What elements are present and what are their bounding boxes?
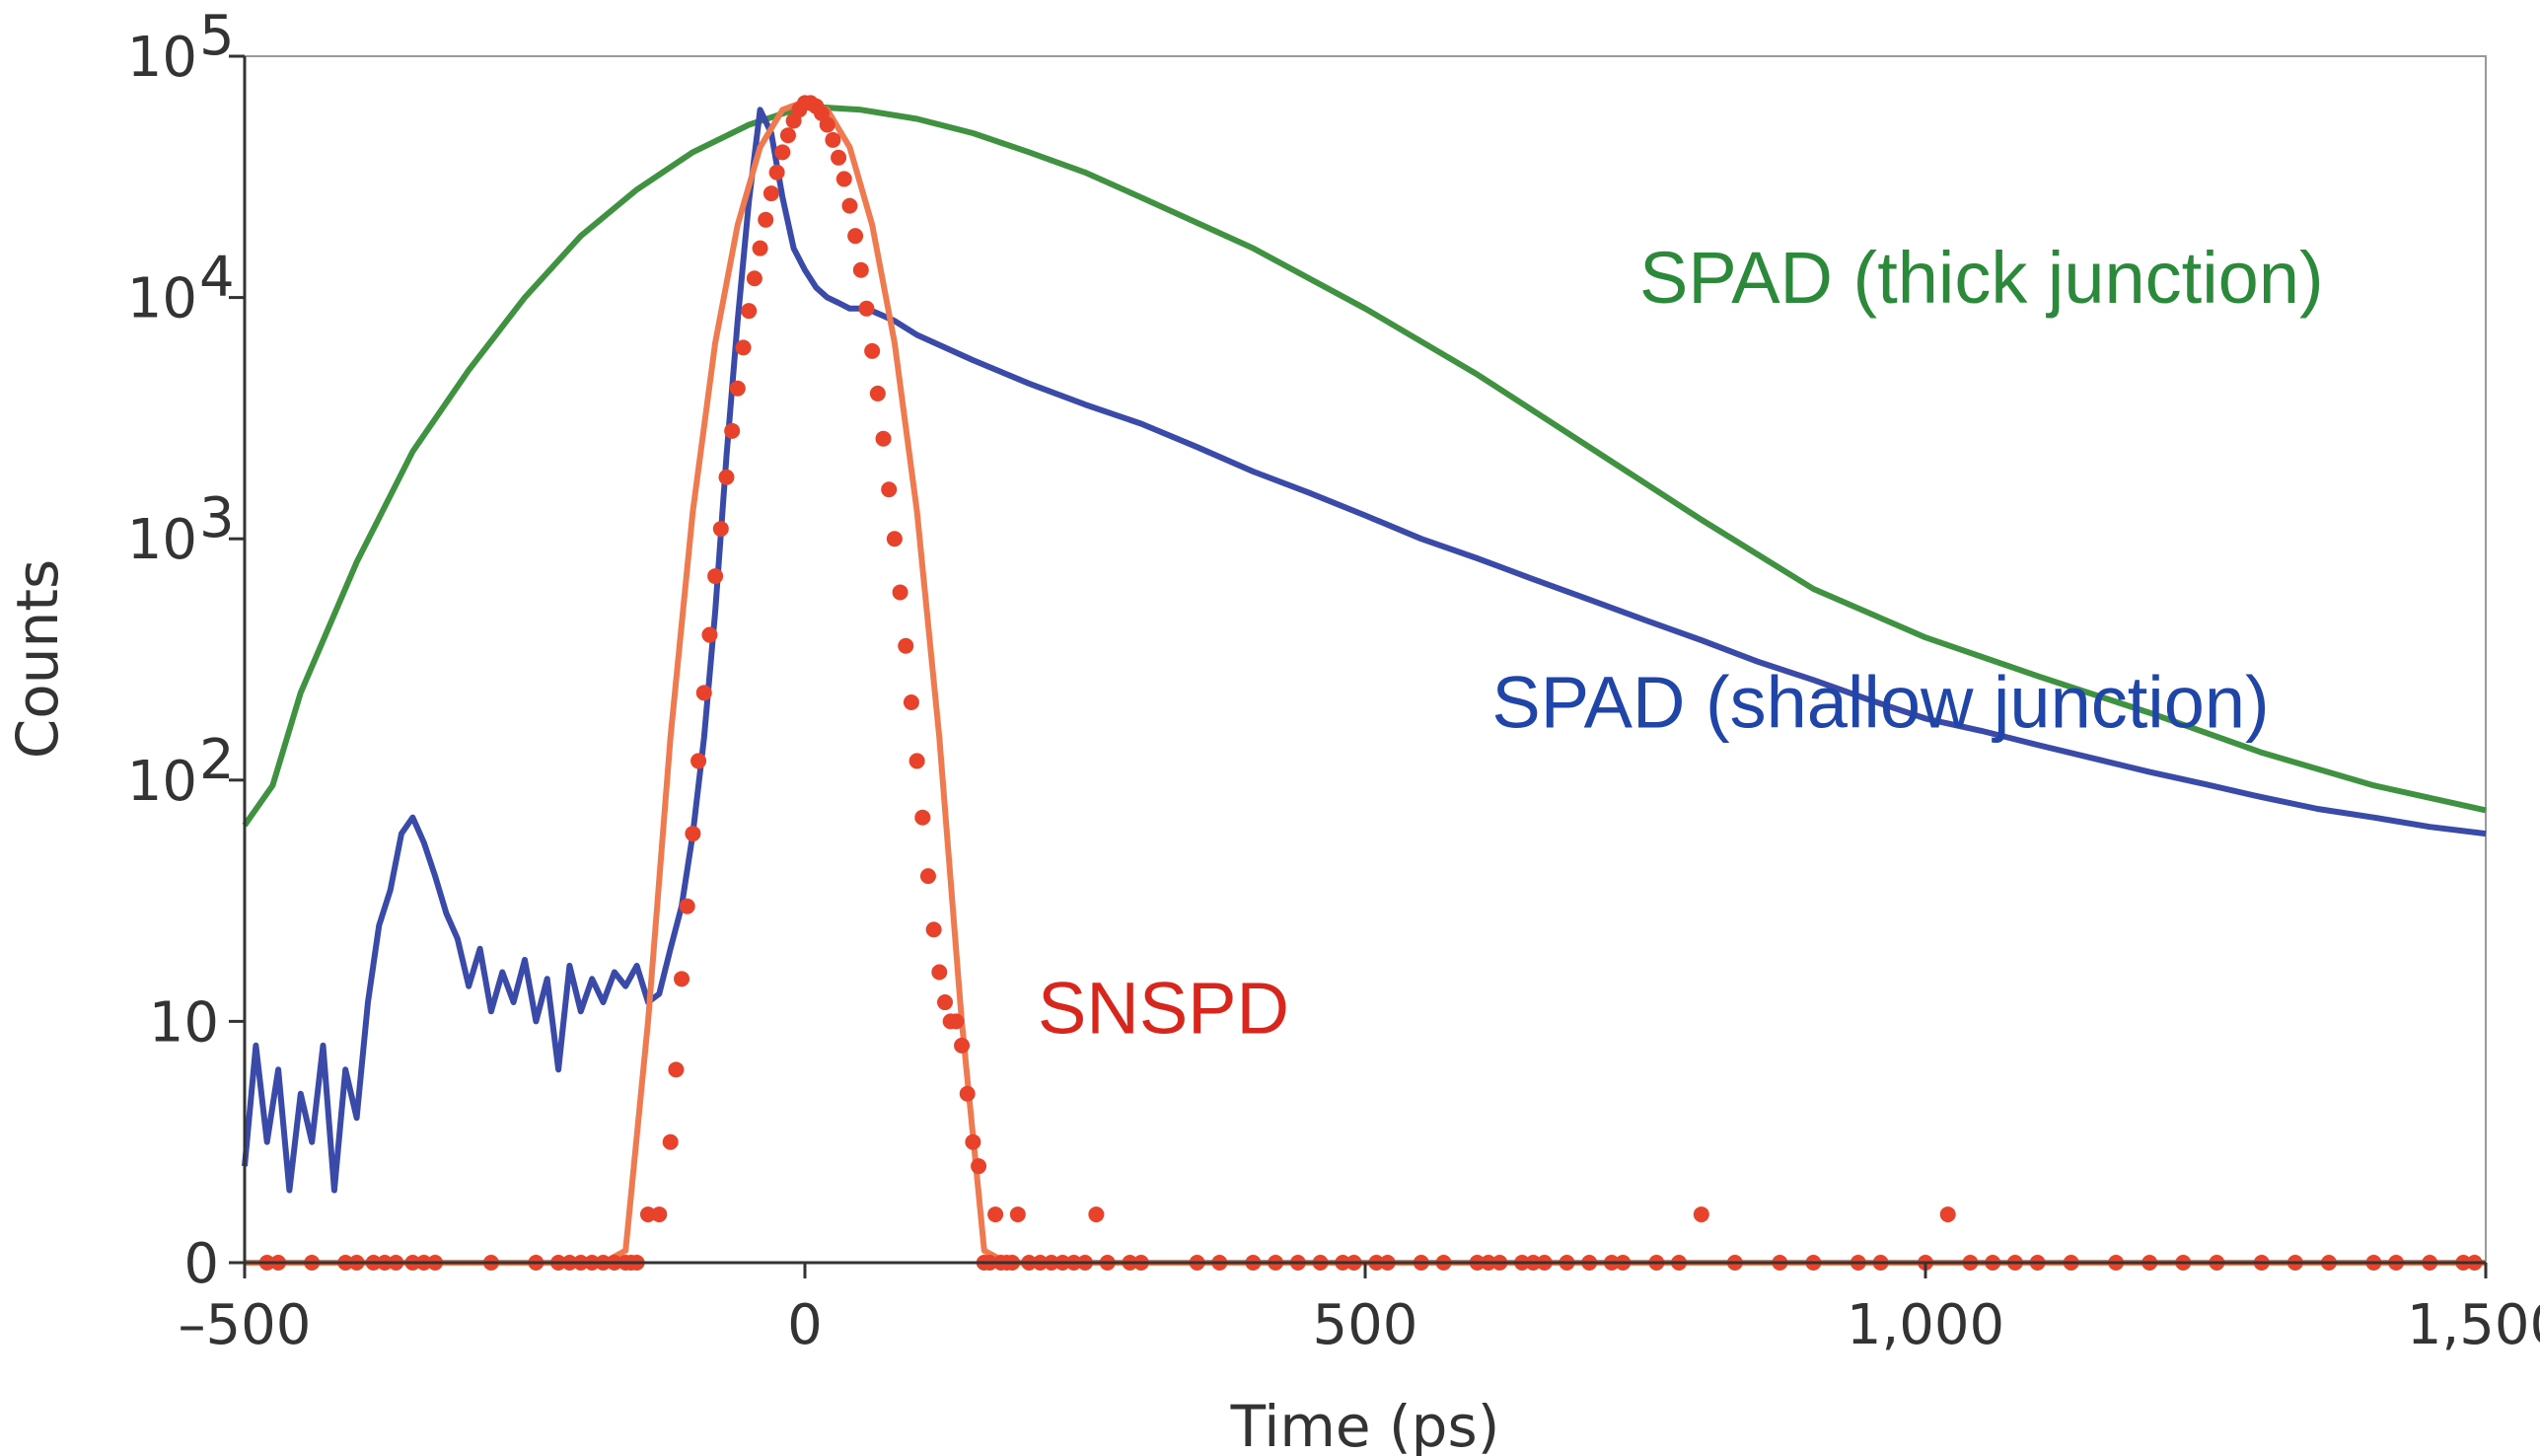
annotation-layer: SPAD (thick junction) SPAD (shallow junct… [1038, 237, 2324, 1050]
data-point [892, 584, 908, 601]
x-tick-label: 1,000 [1847, 1293, 2004, 1357]
data-point [741, 303, 758, 320]
y-tick-label: 10 [127, 750, 197, 814]
data-point [835, 171, 852, 187]
data-point [869, 385, 886, 401]
data-point [959, 1085, 976, 1102]
annotation-thick: SPAD (thick junction) [1639, 237, 2324, 319]
data-point [825, 131, 841, 148]
data-point [898, 637, 914, 654]
data-point [1939, 1206, 1956, 1223]
data-point [651, 1206, 668, 1223]
x-tick-label: 0 [787, 1293, 823, 1357]
data-point [965, 1133, 981, 1150]
y-tick-base: 10 [127, 508, 197, 572]
data-point [779, 127, 796, 144]
y-tick-exponent: 5 [199, 4, 235, 68]
data-point [724, 422, 741, 439]
data-point [831, 149, 847, 166]
y-tick-label: 10 [127, 267, 197, 331]
y-tick-base: 10 [149, 990, 219, 1055]
data-point [987, 1206, 1004, 1223]
data-point [931, 964, 948, 981]
y-tick-base: 10 [127, 267, 197, 331]
x-axis-title: Time (ps) [1230, 1393, 1500, 1456]
data-point [662, 1133, 679, 1150]
data-point [758, 211, 774, 228]
data-point [712, 521, 729, 538]
data-point [1088, 1206, 1105, 1223]
data-point [886, 531, 903, 547]
data-point [914, 809, 931, 826]
series-line-spad-shallow-junction [242, 107, 2487, 1194]
y-tick-exponent: 3 [199, 486, 235, 550]
data-point [701, 626, 718, 643]
data-point [971, 1158, 987, 1175]
data-point [919, 868, 936, 885]
y-axis-title: Counts [4, 559, 71, 759]
y-tick-exponent: 4 [199, 246, 235, 310]
data-point [948, 1013, 965, 1030]
data-point [881, 481, 898, 498]
data-point [954, 1037, 971, 1054]
data-point [690, 753, 707, 769]
data-point [639, 1206, 656, 1223]
data-point [903, 693, 919, 710]
data-point [1009, 1206, 1026, 1223]
data-point [685, 826, 701, 842]
y-tick-base: 10 [127, 26, 197, 90]
data-point [858, 300, 875, 317]
y-tick-base: 10 [127, 750, 197, 814]
data-point [852, 261, 869, 278]
data-point [864, 342, 881, 359]
data-point [1693, 1206, 1709, 1223]
data-point [735, 339, 752, 356]
data-point [752, 240, 768, 256]
data-point [875, 430, 892, 447]
y-tick-label: 0 [183, 1232, 219, 1296]
y-tick-exponent: 2 [199, 728, 235, 792]
data-point [841, 197, 858, 214]
data-point [908, 753, 925, 769]
data-point [819, 116, 835, 133]
x-tick-label: 1,500 [2407, 1293, 2540, 1357]
annotation-shallow: SPAD (shallow junction) [1491, 662, 2269, 744]
series-line-spad-thick-junction [242, 103, 2487, 828]
y-tick-label: 10 [127, 508, 197, 572]
data-point [674, 971, 690, 987]
data-point [774, 144, 791, 161]
y-tick-base: 0 [183, 1232, 219, 1296]
y-tick-label: 10 [149, 990, 219, 1055]
data-point [847, 228, 864, 245]
data-point [695, 685, 712, 701]
data-point [707, 568, 724, 585]
x-tick-label: 500 [1313, 1293, 1418, 1357]
annotation-snspd: SNSPD [1038, 968, 1289, 1050]
data-point [718, 469, 735, 485]
data-point [729, 380, 746, 397]
data-point [679, 898, 695, 914]
data-point [925, 921, 942, 938]
data-point [746, 270, 762, 287]
y-tick-label: 10 [127, 26, 197, 90]
data-point [668, 1061, 685, 1078]
data-point [762, 185, 779, 202]
x-tick-label: –500 [179, 1293, 312, 1357]
data-point [768, 164, 785, 181]
data-point [937, 994, 953, 1011]
